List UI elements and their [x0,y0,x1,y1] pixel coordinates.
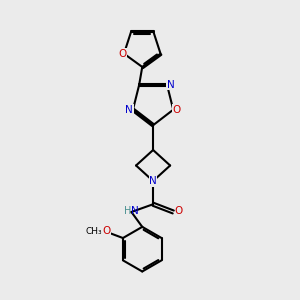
Text: N: N [149,176,157,186]
Text: O: O [103,226,111,236]
Text: CH₃: CH₃ [85,227,102,236]
Text: H: H [124,206,131,216]
Text: N: N [131,206,139,216]
Text: N: N [167,80,175,90]
Text: O: O [174,206,182,216]
Text: O: O [173,105,181,115]
Text: O: O [118,49,127,59]
Text: N: N [125,105,133,115]
